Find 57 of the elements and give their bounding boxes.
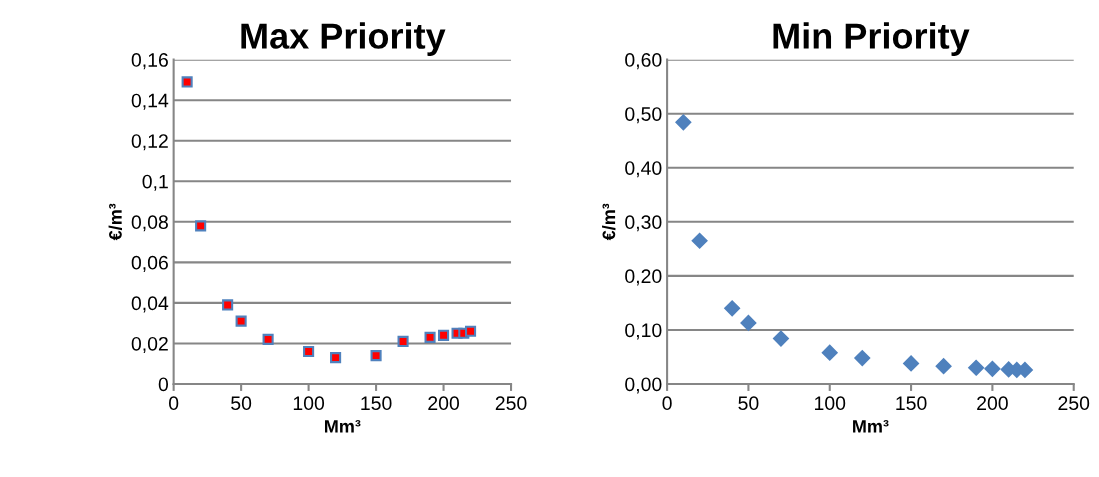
y-axis-title: €/m³ [108,203,122,241]
point [181,76,193,88]
point [397,335,409,347]
y-tick-label: 0,10 [625,323,662,340]
point [222,299,234,311]
x-tick-label: 100 [815,396,846,411]
y-tick-label: 0,14 [131,93,169,110]
x-axis-title: Mm³ [324,419,361,433]
point [330,352,342,364]
y-tick-label: 0,04 [131,296,169,313]
point [262,333,274,345]
point [773,330,789,347]
y-tick-label: 0,40 [625,161,662,178]
point [675,114,692,131]
point [691,232,708,249]
x-tick-label: 0 [169,396,179,411]
point [438,329,450,341]
point [740,314,757,331]
y-tick-label: 0,08 [131,215,168,232]
x-tick-label: 150 [361,396,392,411]
y-tick-label: 0,20 [625,269,662,286]
x-tick-label: 50 [231,396,252,411]
y-axis-title: €/m³ [602,203,616,241]
point [821,344,838,361]
x-tick-label: 250 [495,396,527,411]
point [968,359,985,376]
x-tick-label: 150 [896,396,927,411]
y-tick-label: 0,12 [131,134,168,151]
point [464,325,477,337]
chart-title: Min Priority [773,22,970,57]
point [984,360,1001,377]
point [195,220,207,232]
x-tick-label: 50 [738,396,759,411]
x-tick-label: 100 [293,396,325,411]
x-tick-label: 250 [1058,396,1090,411]
point [935,358,952,375]
x-tick-label: 0 [662,396,672,411]
y-tick-label: 0,60 [625,53,662,70]
x-tick-label: 200 [977,396,1008,411]
point [724,300,741,317]
y-tick-label: 0,06 [131,255,168,272]
y-tick-label: 0 [158,377,169,392]
x-tick-label: 200 [428,396,460,411]
point [303,345,315,358]
point [854,350,871,366]
y-tick-label: 0,16 [131,53,168,70]
point [235,315,247,327]
point [370,350,382,362]
y-tick-label: 0,02 [131,336,168,353]
y-tick-label: 0,00 [625,377,662,394]
y-tick-label: 0,30 [625,215,662,232]
x-axis-title: Mm³ [853,419,889,433]
y-tick-label: 0,50 [625,107,662,124]
chart-title: Max Priority [241,22,446,57]
y-tick-label: 0,1 [142,174,168,191]
point [903,355,919,372]
point [424,331,436,343]
